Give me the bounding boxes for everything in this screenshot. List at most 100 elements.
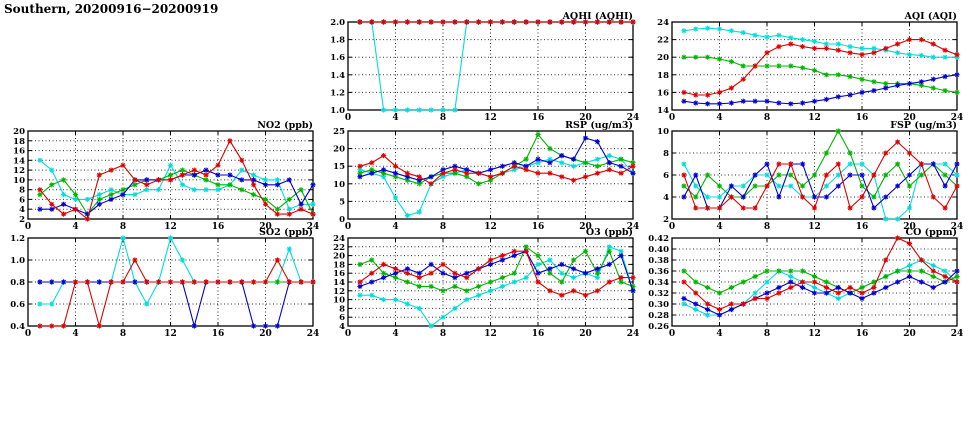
x-tick-label: 8 xyxy=(120,222,126,232)
x-tick-label: 20 xyxy=(579,222,592,232)
series-line-green xyxy=(359,133,634,185)
y-tick-label: 10 xyxy=(13,176,25,186)
x-tick-label: 20 xyxy=(259,222,272,232)
x-tick-label: 0 xyxy=(25,329,31,339)
chart-aqhi: AQHI (AQHI) 1.0 1.2 1.4 1.6 1.8 2.0 0 4 8 12 16 20 2… xyxy=(320,10,639,123)
series-line-red xyxy=(683,237,958,311)
aqi-plot-canvas: 14 16 18 20 22 24 0 4 8 12 16 20 24 xyxy=(657,18,963,123)
x-tick-label: 8 xyxy=(764,113,770,123)
x-tick-label: 4 xyxy=(716,329,722,339)
series-markers-red xyxy=(681,37,960,98)
x-tick-label: 12 xyxy=(164,222,177,232)
y-tick-label: 18 xyxy=(333,260,345,270)
chart-title-o3: O3 (ppb) xyxy=(585,227,633,238)
y-tick-label: 0.30 xyxy=(648,300,669,310)
y-tick-label: 6 xyxy=(663,171,669,181)
y-tick-label: 20 xyxy=(657,53,669,63)
y-tick-label: 16 xyxy=(657,88,669,98)
plot-frame xyxy=(671,21,958,111)
series-line-blue xyxy=(39,169,314,215)
x-tick-label: 16 xyxy=(212,329,225,339)
x-tick-label: 0 xyxy=(669,329,675,339)
y-tick-label: 0.26 xyxy=(648,322,669,332)
page-title: Southern, 20200916−20200919 xyxy=(4,2,219,16)
y-tick-label: 0.42 xyxy=(648,234,669,244)
y-tick-label: 4 xyxy=(19,205,25,215)
series-line-cyan xyxy=(359,21,633,111)
y-tick-label: 25 xyxy=(333,127,345,137)
series-line-blue xyxy=(359,250,634,291)
y-tick-label: 24 xyxy=(333,234,345,244)
chart-title-so2: SO2 (ppb) xyxy=(259,227,313,238)
y-tick-label: 0.28 xyxy=(648,311,669,321)
x-tick-label: 12 xyxy=(484,329,497,339)
x-tick-label: 0 xyxy=(669,222,675,232)
series-markers-cyan xyxy=(357,19,636,113)
y-tick-label: 12 xyxy=(13,166,25,176)
x-tick-label: 24 xyxy=(627,113,640,123)
x-tick-label: 12 xyxy=(484,113,497,123)
x-tick-label: 24 xyxy=(951,329,964,339)
y-tick-label: 0.38 xyxy=(648,256,669,266)
x-tick-label: 4 xyxy=(392,222,398,232)
y-tick-label: 10 xyxy=(333,296,345,306)
x-tick-label: 16 xyxy=(856,222,869,232)
x-tick-label: 12 xyxy=(484,222,497,232)
y-tick-label: 6 xyxy=(19,195,25,205)
series-markers-red xyxy=(37,257,316,329)
x-tick-label: 16 xyxy=(532,113,545,123)
y-tick-label: 0.34 xyxy=(648,278,669,288)
y-tick-label: 1.8 xyxy=(330,36,345,46)
y-tick-label: 8 xyxy=(339,304,345,314)
series-markers-cyan xyxy=(357,244,636,329)
series-markers-blue xyxy=(357,135,636,183)
y-tick-label: 1.6 xyxy=(330,53,345,63)
chart-so2: SO2 (ppb) 0.4 0.6 0.8 1.0 1.2 0 4 8 12 16 20 24 xyxy=(0,226,319,339)
series-line-green xyxy=(683,129,958,198)
x-tick-label: 20 xyxy=(903,222,916,232)
x-tick-label: 20 xyxy=(903,113,916,123)
series-markers-red xyxy=(357,248,636,298)
series-line-red xyxy=(359,250,633,296)
series-line-red xyxy=(683,39,958,96)
x-tick-label: 0 xyxy=(345,222,351,232)
series-markers-cyan xyxy=(681,257,960,318)
y-tick-label: 4 xyxy=(663,193,669,203)
series-line-blue xyxy=(359,137,634,181)
y-tick-label: 1.0 xyxy=(10,256,25,266)
series-markers-red xyxy=(37,138,316,222)
y-tick-label: 20 xyxy=(13,127,25,137)
chart-o3: O3 (ppb) 4 6 8 10 12 14 16 18 20 22 24 0 4 8 12 16 20 24 xyxy=(320,226,639,339)
series-markers-red xyxy=(681,139,960,211)
y-tick-label: 15 xyxy=(333,162,345,172)
x-tick-label: 0 xyxy=(345,329,351,339)
aqhi-plot-canvas: 1.0 1.2 1.4 1.6 1.8 2.0 0 4 8 12 16 20 24 xyxy=(330,18,639,123)
series-markers-cyan xyxy=(357,153,636,219)
x-tick-label: 0 xyxy=(345,113,351,123)
y-tick-label: 14 xyxy=(657,106,669,116)
x-tick-label: 8 xyxy=(764,329,770,339)
y-tick-label: 22 xyxy=(657,36,669,46)
y-tick-label: 22 xyxy=(333,243,345,253)
series-markers-cyan xyxy=(681,25,960,60)
x-tick-label: 4 xyxy=(72,329,78,339)
x-tick-label: 4 xyxy=(716,222,722,232)
x-tick-label: 8 xyxy=(440,222,446,232)
rsp-plot-canvas: 0 5 10 15 20 25 0 4 8 12 16 20 24 xyxy=(333,127,639,232)
y-tick-label: 24 xyxy=(657,18,669,28)
x-tick-label: 16 xyxy=(856,329,869,339)
chart-title-no2: NO2 (ppb) xyxy=(257,120,313,131)
x-tick-label: 24 xyxy=(307,329,320,339)
x-tick-label: 16 xyxy=(532,222,545,232)
plot-frame xyxy=(347,237,634,327)
y-tick-label: 14 xyxy=(333,278,345,288)
y-tick-label: 1.0 xyxy=(330,106,345,116)
chart-title-co: CO (ppm) xyxy=(905,227,957,238)
series-line-blue xyxy=(683,270,958,316)
y-tick-label: 16 xyxy=(333,269,345,279)
y-tick-label: 16 xyxy=(13,147,25,157)
x-tick-label: 24 xyxy=(951,222,964,232)
x-tick-label: 16 xyxy=(532,329,545,339)
